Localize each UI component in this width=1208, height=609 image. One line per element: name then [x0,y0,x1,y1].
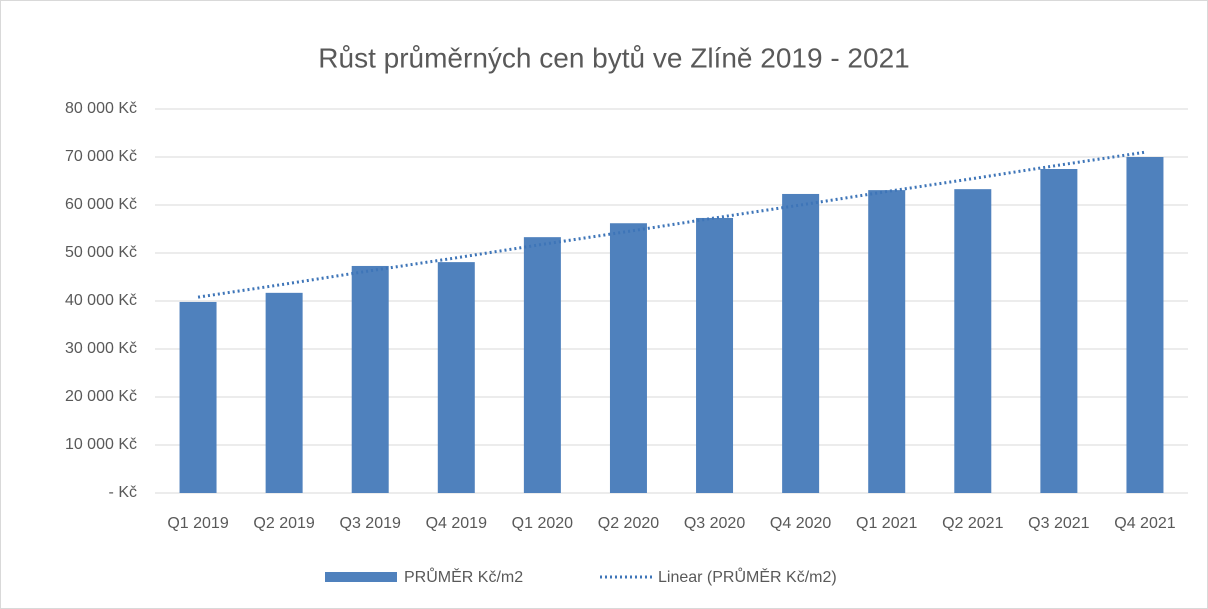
bar [954,189,992,493]
y-tick-label: 30 000 Kč [65,340,137,357]
bar [696,217,734,493]
bar [1040,169,1078,493]
x-tick-label: Q3 2020 [684,515,745,532]
bar [523,237,561,493]
bar [1126,157,1164,493]
x-tick-label: Q1 2021 [856,515,917,532]
x-tick-label: Q4 2020 [770,515,831,532]
x-tick-label: Q3 2019 [340,515,401,532]
legend-label: PRŮMĚR Kč/m2 [404,567,523,586]
bar [868,190,906,493]
bar [179,301,217,493]
bar [265,292,303,493]
y-tick-label: 80 000 Kč [65,100,137,117]
x-tick-label: Q4 2021 [1114,515,1175,532]
y-tick-label: 70 000 Kč [65,148,137,165]
x-tick-label: Q1 2020 [512,515,573,532]
bar [782,193,820,493]
chart-title: Růst průměrných cen bytů ve Zlíně 2019 -… [318,42,909,73]
bar [351,265,389,493]
bar [609,223,647,494]
x-tick-label: Q1 2019 [167,515,228,532]
x-tick-label: Q2 2020 [598,515,659,532]
y-tick-label: 10 000 Kč [65,436,137,453]
legend-swatch [325,572,397,582]
bar [437,262,475,493]
x-tick-label: Q2 2019 [253,515,314,532]
y-tick-label: 40 000 Kč [65,292,137,309]
y-tick-label: - Kč [109,484,137,501]
legend-label: Linear (PRŮMĚR Kč/m2) [658,567,837,586]
y-tick-label: 60 000 Kč [65,196,137,213]
y-tick-label: 20 000 Kč [65,388,137,405]
x-tick-label: Q3 2021 [1028,515,1089,532]
x-tick-label: Q4 2019 [426,515,487,532]
y-tick-label: 50 000 Kč [65,244,137,261]
x-tick-label: Q2 2021 [942,515,1003,532]
